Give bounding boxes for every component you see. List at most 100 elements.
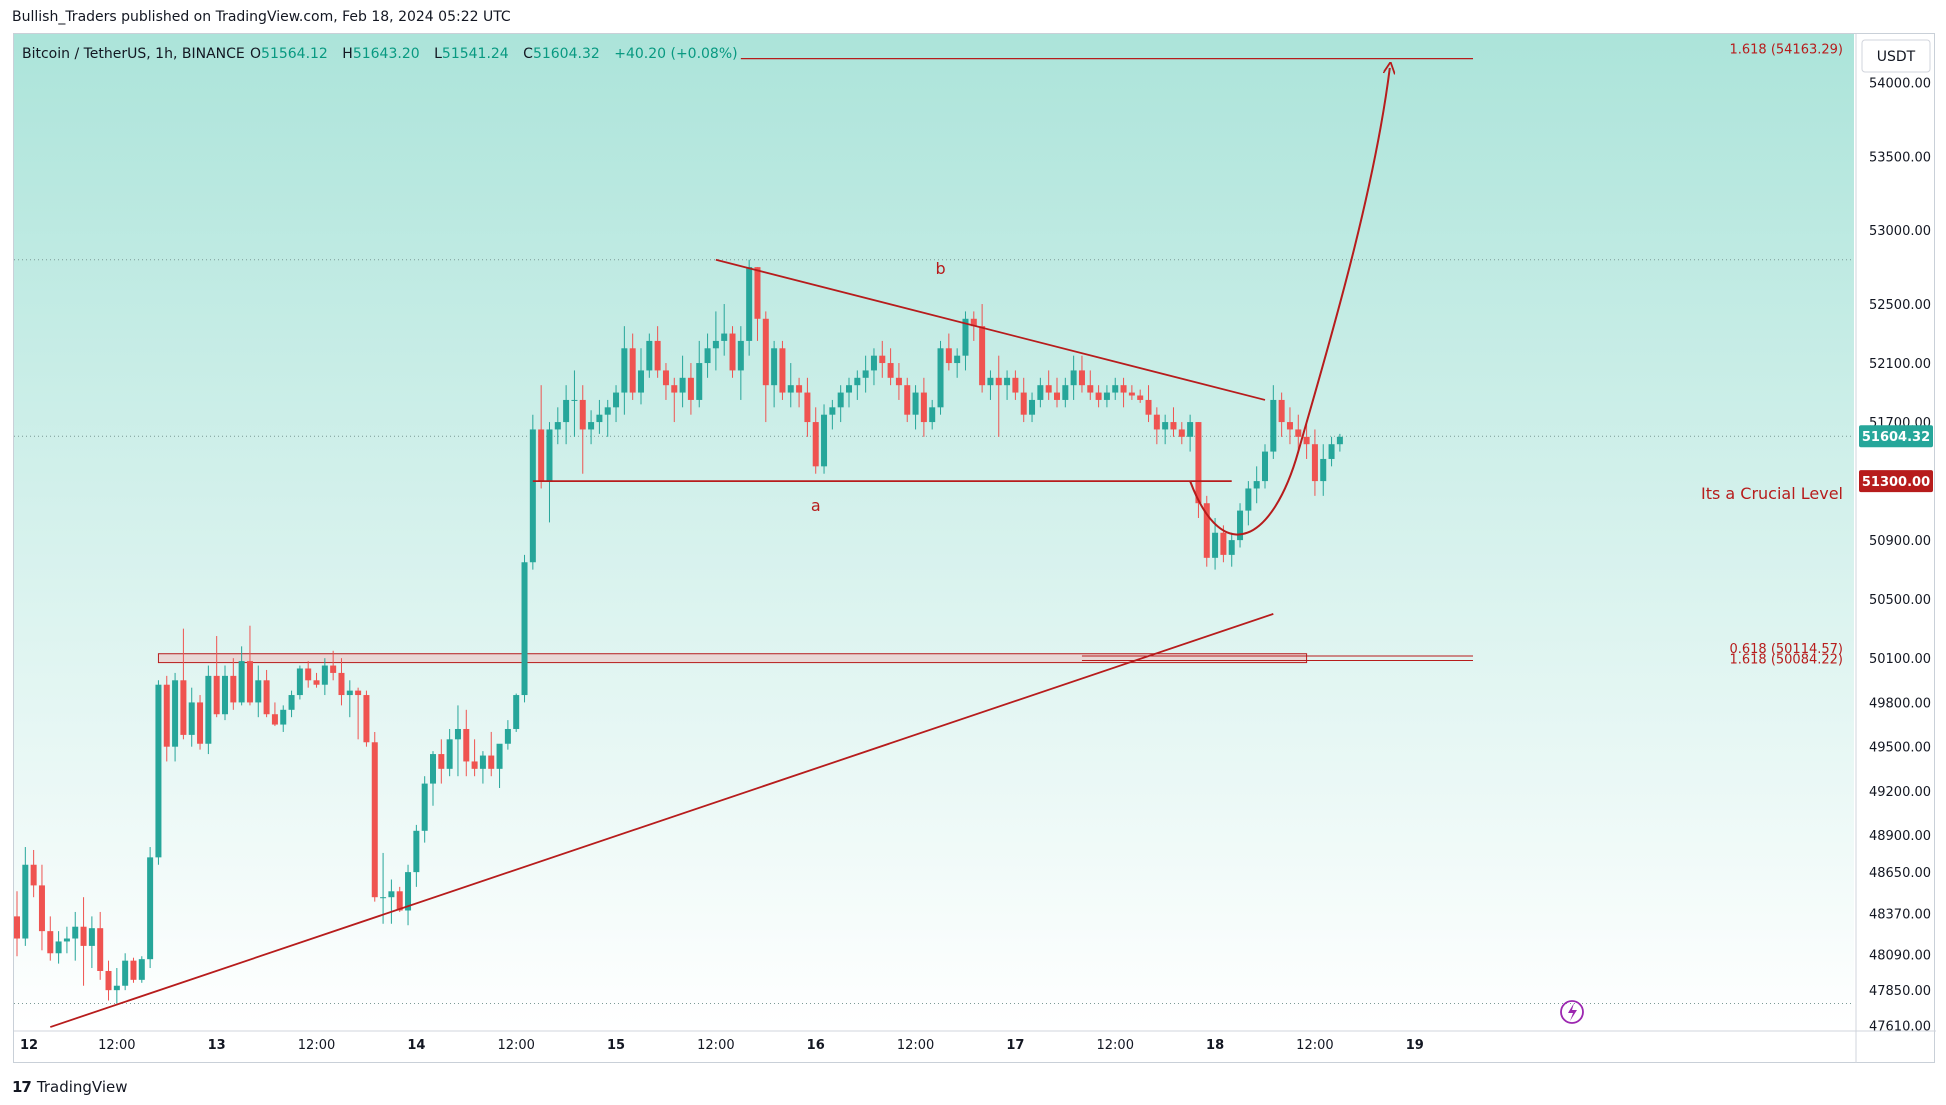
candle[interactable] [371, 731, 378, 902]
candle[interactable] [1320, 444, 1327, 496]
candle[interactable] [330, 650, 337, 681]
candle[interactable] [163, 675, 170, 762]
candle[interactable] [571, 370, 578, 437]
candle[interactable] [188, 687, 195, 747]
support-zone-band[interactable] [157, 653, 1308, 664]
candle[interactable] [1078, 355, 1085, 393]
candle[interactable] [1212, 517, 1219, 570]
candle[interactable] [887, 348, 894, 386]
candle[interactable] [122, 953, 129, 991]
candle[interactable] [654, 326, 661, 378]
candle[interactable] [321, 658, 328, 696]
candle[interactable] [895, 363, 902, 400]
candle[interactable] [1037, 377, 1044, 408]
candle[interactable] [962, 311, 969, 371]
candle[interactable] [762, 311, 769, 423]
candle[interactable] [1004, 370, 1011, 400]
footer-logo[interactable]: 𝟭𝟳 TradingView [12, 1078, 128, 1096]
candle[interactable] [1095, 385, 1102, 408]
lower-ascending-trendline[interactable] [49, 613, 1274, 1028]
candle[interactable] [1087, 370, 1094, 400]
candle[interactable] [197, 695, 204, 750]
candle[interactable] [945, 333, 952, 371]
candle[interactable] [746, 259, 753, 356]
candle[interactable] [1145, 385, 1152, 423]
candle[interactable] [504, 720, 511, 750]
candle[interactable] [912, 385, 919, 430]
upper-descending-trendline[interactable] [715, 258, 1266, 401]
candle[interactable] [563, 385, 570, 445]
candle[interactable] [38, 864, 45, 951]
candle[interactable] [479, 751, 486, 784]
candle[interactable] [338, 658, 345, 706]
candle[interactable] [305, 661, 312, 688]
candle[interactable] [1203, 495, 1210, 567]
candle[interactable] [213, 636, 220, 718]
candle[interactable] [779, 340, 786, 400]
candle[interactable] [155, 680, 162, 865]
candle[interactable] [621, 326, 628, 415]
candle[interactable] [1120, 377, 1127, 408]
candle[interactable] [1228, 532, 1235, 567]
candle[interactable] [1045, 370, 1052, 400]
candle[interactable] [1070, 355, 1077, 400]
candle[interactable] [105, 960, 112, 1001]
candle[interactable] [1253, 466, 1260, 504]
candle[interactable] [679, 355, 686, 408]
candle[interactable] [55, 931, 62, 964]
candle[interactable] [837, 385, 844, 423]
candle[interactable] [454, 705, 461, 777]
candle[interactable] [920, 377, 927, 437]
candle[interactable] [1020, 377, 1027, 423]
candle[interactable] [904, 377, 911, 423]
candle[interactable] [987, 370, 994, 400]
candle[interactable] [721, 304, 728, 356]
candle[interactable] [662, 363, 669, 400]
candle[interactable] [771, 340, 778, 408]
candle[interactable] [812, 407, 819, 474]
candle[interactable] [346, 680, 353, 718]
candle[interactable] [538, 385, 545, 489]
candle[interactable] [138, 956, 145, 983]
candle[interactable] [862, 355, 869, 393]
candle[interactable] [804, 377, 811, 437]
candle[interactable] [496, 743, 503, 789]
candle[interactable] [1237, 503, 1244, 548]
candle[interactable] [22, 847, 29, 946]
candle[interactable] [180, 628, 187, 740]
candle[interactable] [88, 916, 95, 969]
candle[interactable] [30, 849, 37, 898]
candle[interactable] [413, 824, 420, 887]
candle[interactable] [1103, 385, 1110, 408]
candle[interactable] [937, 340, 944, 415]
candle[interactable] [1262, 444, 1268, 489]
candle[interactable] [737, 326, 744, 400]
candle[interactable] [1137, 389, 1144, 403]
candle[interactable] [97, 911, 104, 980]
candle[interactable] [238, 646, 245, 706]
candle[interactable] [313, 672, 320, 688]
candle[interactable] [421, 776, 428, 843]
currency-button[interactable]: USDT [1861, 39, 1931, 73]
candle[interactable] [1187, 414, 1194, 452]
candle[interactable] [172, 672, 179, 762]
candle[interactable] [380, 852, 387, 924]
candle[interactable] [246, 625, 253, 706]
candle[interactable] [47, 916, 54, 961]
candle[interactable] [1162, 414, 1169, 445]
candle[interactable] [696, 340, 703, 408]
candle[interactable] [687, 363, 694, 415]
candle[interactable] [588, 410, 595, 445]
candle[interactable] [222, 665, 228, 721]
candle[interactable] [438, 739, 445, 784]
candle[interactable] [546, 422, 553, 523]
candle[interactable] [529, 414, 536, 570]
candle[interactable] [296, 665, 303, 700]
candle[interactable] [954, 348, 961, 378]
candle[interactable] [712, 311, 719, 371]
candle[interactable] [263, 669, 270, 718]
candle[interactable] [671, 377, 678, 423]
candle[interactable] [113, 968, 120, 1004]
candle[interactable] [821, 404, 828, 474]
